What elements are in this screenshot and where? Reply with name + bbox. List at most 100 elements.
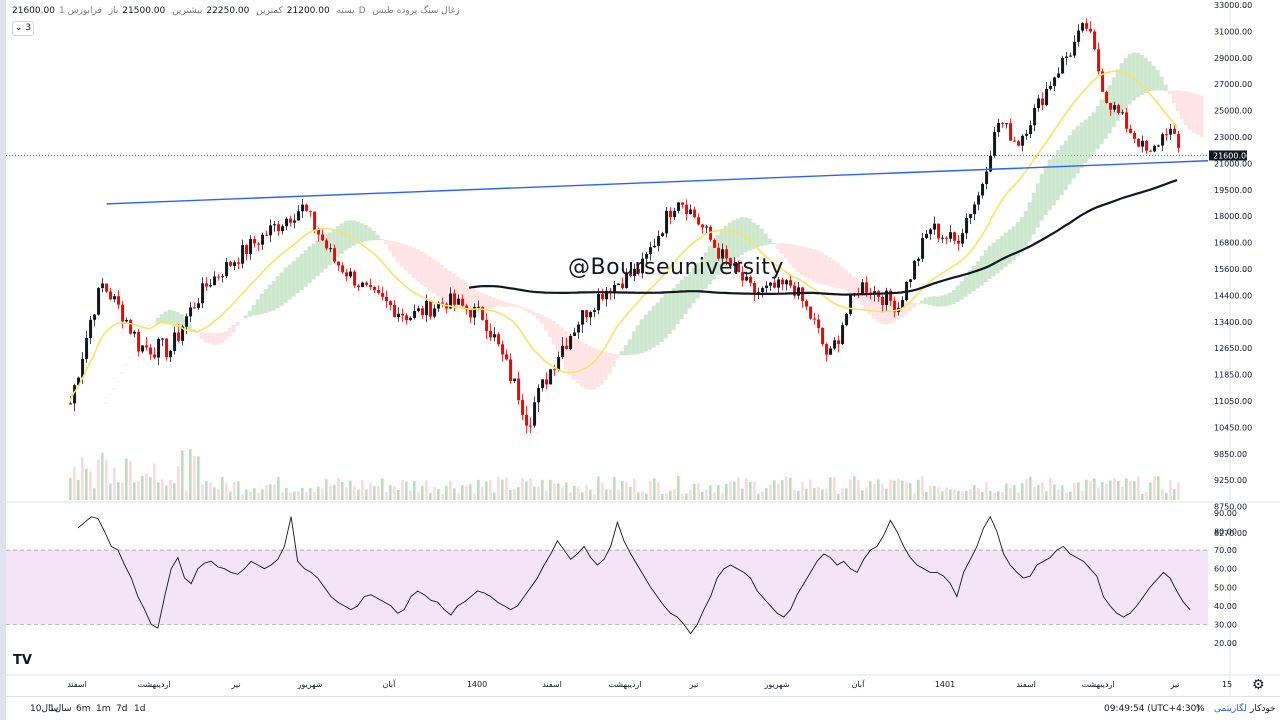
candle-body: [573, 332, 577, 336]
range-1d-button[interactable]: 1d: [134, 704, 146, 714]
volume-bar: [305, 491, 308, 500]
ichimoku-cloud-segment: [667, 290, 672, 335]
candle-body: [477, 306, 481, 308]
auto-toggle[interactable]: خودکار: [1250, 704, 1276, 714]
candle-body: [333, 248, 337, 262]
candle-body: [1089, 28, 1093, 32]
ichimoku-cloud-segment: [139, 332, 144, 334]
indicator-collapse-button[interactable]: ⌄ 3: [12, 21, 34, 36]
candle-body: [689, 209, 693, 215]
candle-body: [977, 195, 981, 205]
candle-body: [1081, 23, 1085, 31]
volume-bar: [681, 493, 684, 500]
volume-bar: [485, 481, 488, 500]
ichimoku-cloud-segment: [375, 234, 380, 241]
gear-icon[interactable]: ⚙: [1252, 677, 1265, 693]
volume-bar: [1029, 476, 1032, 500]
range-1y-button[interactable]: 1سال: [49, 704, 72, 714]
candle-body: [497, 334, 501, 345]
ichimoku-cloud-segment: [699, 257, 704, 294]
volume-bar: [253, 488, 256, 500]
ichimoku-cloud-segment: [287, 264, 292, 300]
ichimoku-cloud-segment: [231, 325, 236, 333]
left-toolbar-strip: [0, 0, 6, 720]
ichimoku-cloud-segment: [279, 272, 284, 306]
candle-body: [413, 310, 417, 318]
volume-bar: [1057, 489, 1060, 500]
volume-bar: [1101, 482, 1104, 500]
time-axis-label: اسفند: [1016, 680, 1036, 689]
volume-bar: [93, 488, 96, 500]
volume-bar: [637, 492, 640, 500]
ichimoku-cloud-segment: [551, 321, 556, 345]
candle-body: [1037, 98, 1041, 109]
candle-body: [529, 425, 533, 427]
volume-bar: [137, 480, 140, 500]
volume-bar: [369, 482, 372, 500]
candle-body: [1073, 41, 1077, 56]
price-axis-label: 33000.00: [1214, 1, 1252, 10]
ichimoku-cloud-segment: [919, 300, 924, 304]
ichimoku-cloud-segment: [639, 319, 644, 354]
volume-bar: [385, 492, 388, 500]
ichimoku-cloud-segment: [523, 308, 528, 312]
ichimoku-cloud-segment: [1115, 69, 1120, 121]
candle-body: [961, 233, 965, 244]
ichimoku-cloud-segment: [499, 300, 504, 307]
volume-bar: [777, 483, 780, 500]
ichimoku-cloud-segment: [663, 293, 668, 339]
ichimoku-cloud-segment: [471, 288, 476, 313]
log-toggle[interactable]: لگاریتمی: [1214, 704, 1247, 714]
candle-body: [685, 204, 689, 215]
volume-bar: [721, 493, 724, 500]
candle-body: [325, 240, 329, 249]
ichimoku-cloud-segment: [567, 333, 572, 376]
candle-body: [913, 260, 917, 280]
time-axis-label: 1400: [467, 680, 487, 689]
ichimoku-cloud-segment: [491, 297, 496, 308]
close-value: 21600.00: [12, 6, 55, 16]
volume-bar: [317, 486, 320, 500]
ichimoku-cloud-segment: [1075, 125, 1080, 174]
candle-body: [493, 334, 497, 338]
tradingview-logo-icon[interactable]: TV: [13, 653, 32, 668]
candle-body: [285, 218, 289, 227]
candle-body: [865, 282, 869, 293]
candle-body: [397, 313, 401, 318]
ichimoku-cloud-segment: [1079, 122, 1084, 168]
volume-bar: [613, 476, 616, 500]
volume-bar: [549, 479, 552, 500]
candle-body: [745, 276, 749, 281]
volume-bar: [573, 485, 576, 500]
percent-toggle[interactable]: %: [1196, 704, 1205, 714]
volume-bar: [669, 490, 672, 500]
low-value: 21200.00: [286, 6, 330, 16]
price-axis-label: 21000.00: [1214, 159, 1252, 168]
ichimoku-cloud-segment: [467, 286, 472, 313]
volume-bar: [673, 488, 676, 500]
range-6m-button[interactable]: 6m: [76, 704, 91, 714]
price-axis-label: 8270.00: [1214, 529, 1247, 538]
volume-bar: [169, 479, 172, 500]
range-10y-button[interactable]: 10سال: [30, 704, 59, 714]
volume-bar: [1041, 482, 1044, 500]
volume-bar: [69, 477, 72, 500]
ichimoku-cloud-segment: [519, 306, 524, 309]
ichimoku-cloud-segment: [411, 247, 416, 278]
volume-bar: [985, 481, 988, 500]
volume-bar: [1069, 491, 1072, 500]
ichimoku-cloud-segment: [531, 311, 536, 316]
candle-body: [1025, 134, 1029, 136]
volume-bar: [489, 480, 492, 500]
candle-body: [1017, 141, 1021, 146]
range-1m-button[interactable]: 1m: [96, 704, 111, 714]
oscillator-axis-label: 90.00: [1214, 509, 1237, 518]
ichimoku-cloud-segment: [103, 403, 108, 404]
volume-bar: [461, 485, 464, 500]
candle-body: [229, 262, 233, 266]
range-7d-button[interactable]: 7d: [116, 704, 128, 714]
candle-body: [521, 400, 525, 415]
ichimoku-cloud-segment: [847, 273, 852, 294]
volume-bar: [869, 481, 872, 500]
